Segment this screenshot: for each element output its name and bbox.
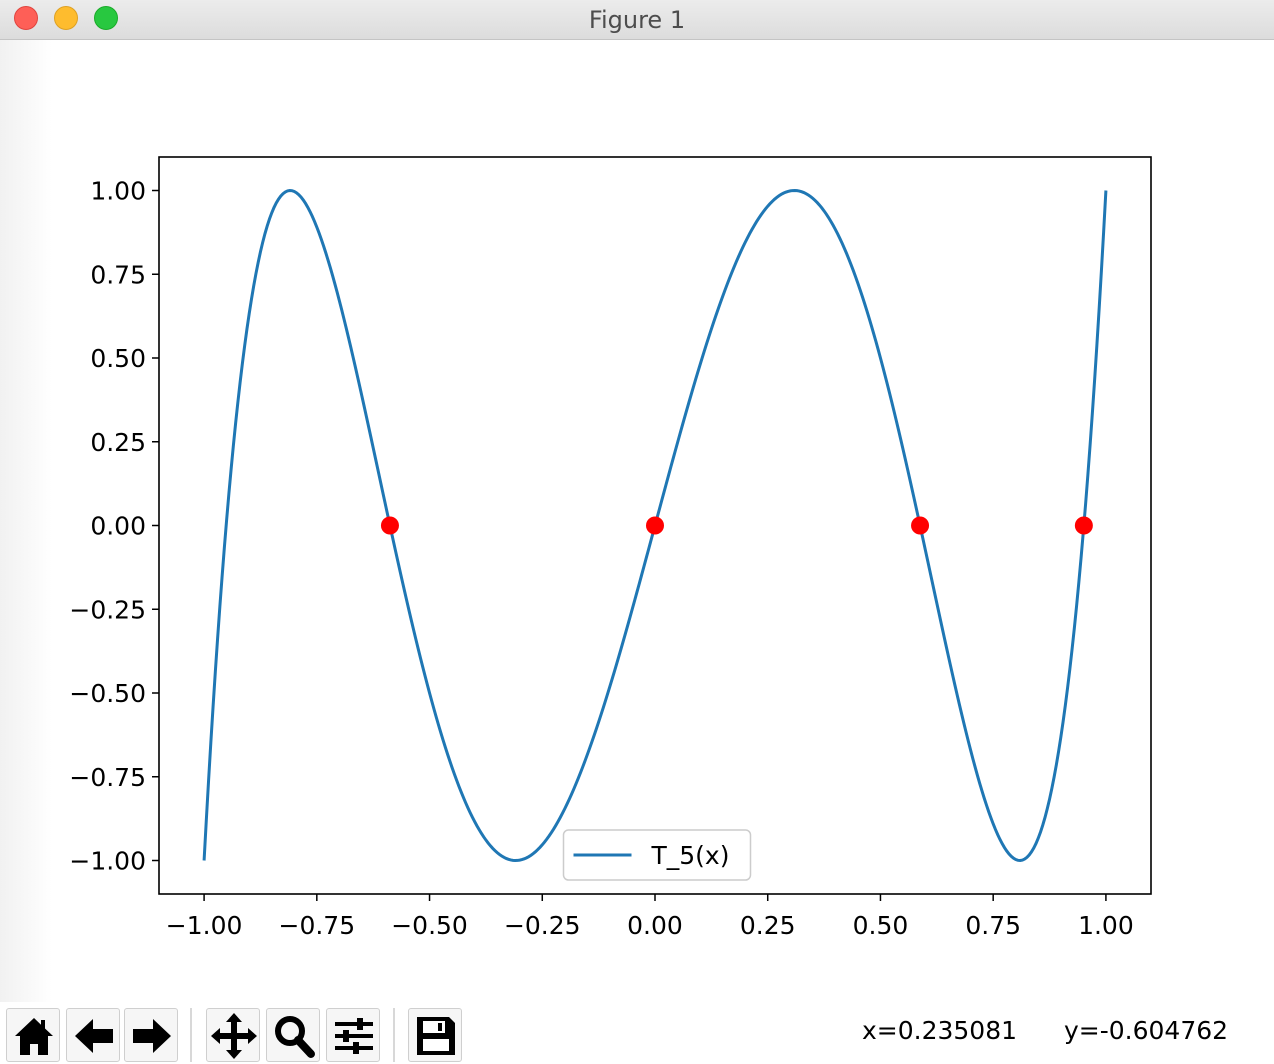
zoom-button[interactable] (266, 1008, 320, 1062)
back-button[interactable] (66, 1008, 120, 1062)
forward-button[interactable] (124, 1008, 178, 1062)
save-button[interactable] (408, 1008, 462, 1062)
x-tick-label: −0.75 (279, 911, 356, 940)
chart[interactable]: −1.00 −0.75 −0.50 −0.25 0.00 0.25 0.50 0.75 1.00… (0, 0, 1274, 1002)
legend-label: T_5(x) (651, 841, 730, 870)
y-coordinate-readout: y=-0.604762 (1064, 1016, 1229, 1045)
title-bar: Figure 1 (0, 0, 1274, 40)
root-point (911, 516, 930, 535)
move-icon (211, 1013, 257, 1059)
arrow-right-icon (133, 1019, 171, 1053)
x-tick-label: 0.50 (853, 911, 909, 940)
x-tick-label: 0.00 (627, 911, 683, 940)
x-tick-label: −1.00 (166, 911, 243, 940)
navigation-toolbar: x=0.235081 y=-0.604762 (0, 1002, 1274, 1064)
y-tick-label: −0.25 (69, 595, 146, 624)
zoom-window-button[interactable] (94, 6, 118, 30)
minimize-window-button[interactable] (54, 6, 78, 30)
root-point (1074, 516, 1093, 535)
home-button[interactable] (6, 1008, 60, 1062)
toolbar-separator (190, 1008, 192, 1062)
close-window-button[interactable] (14, 6, 38, 30)
configure-subplots-button[interactable] (326, 1008, 380, 1062)
root-point (646, 516, 664, 535)
x-tick-label: 0.25 (740, 911, 796, 940)
y-tick-label: 0.50 (90, 344, 146, 373)
pan-button[interactable] (206, 1008, 260, 1062)
canvas-edge-shade (0, 40, 52, 1002)
y-tick-label: 0.00 (90, 512, 146, 541)
floppy-disk-icon (417, 1017, 455, 1055)
y-tick-label: 1.00 (90, 177, 146, 206)
magnifier-icon (275, 1016, 315, 1058)
x-tick-label: 1.00 (1078, 911, 1134, 940)
y-tick-label: −1.00 (69, 847, 146, 876)
root-point (380, 516, 399, 535)
x-tick-label: 0.75 (965, 911, 1021, 940)
legend: T_5(x) (562, 829, 752, 881)
y-tick-label: 0.25 (90, 428, 146, 457)
toolbar-separator (393, 1008, 395, 1062)
x-tick-label: −0.50 (391, 911, 468, 940)
sliders-icon (335, 1018, 373, 1054)
y-tick-label: 0.75 (90, 260, 146, 289)
y-tick-label: −0.50 (69, 679, 146, 708)
y-tick-label: −0.75 (69, 763, 146, 792)
legend-box (562, 829, 752, 881)
arrow-left-icon (75, 1019, 113, 1053)
home-icon (15, 1018, 53, 1055)
x-tick-label: −0.25 (504, 911, 581, 940)
x-coordinate-readout: x=0.235081 (862, 1016, 1018, 1045)
window-title: Figure 1 (588, 6, 686, 34)
